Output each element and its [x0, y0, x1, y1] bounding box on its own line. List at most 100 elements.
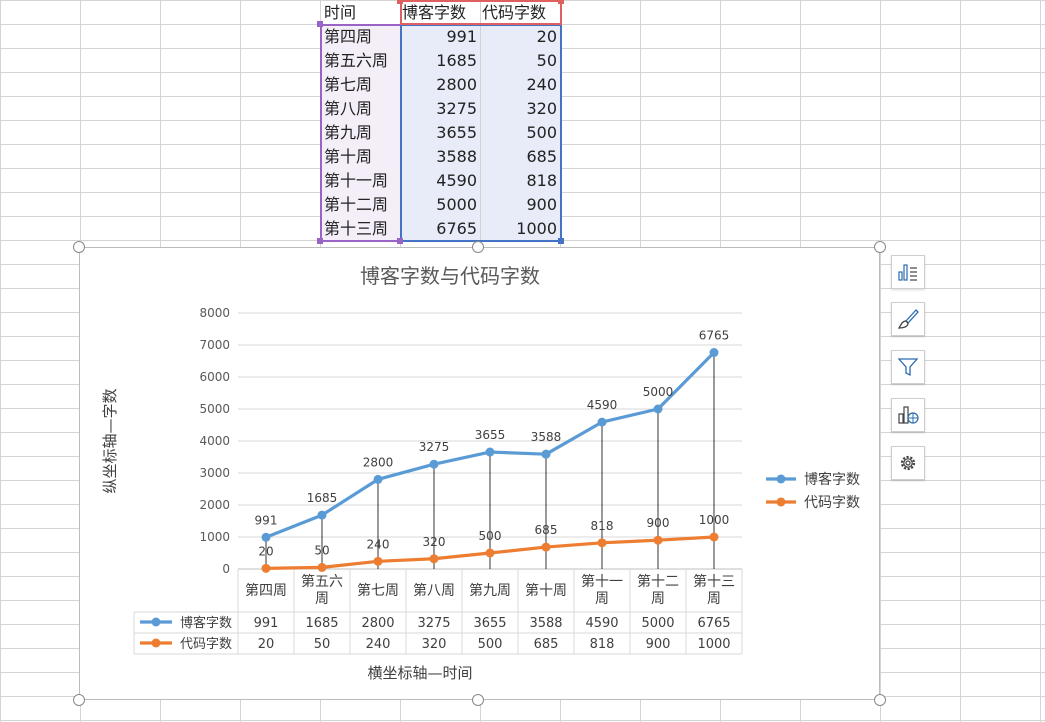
header-cell-blog[interactable]: 博客字数: [402, 3, 467, 22]
data-label: 1685: [307, 491, 338, 505]
y-axis-title: 纵坐标轴—字数: [101, 388, 119, 493]
data-point: [373, 474, 383, 484]
data-point: [317, 510, 327, 520]
week-cell[interactable]: 第十三周: [321, 217, 400, 241]
data-label: 2800: [363, 455, 394, 469]
filter-icon: [897, 358, 919, 377]
chart-title: 博客字数与代码字数: [360, 264, 540, 288]
blog-count-cell[interactable]: 6765: [401, 217, 480, 241]
code-count-cell[interactable]: 500: [481, 121, 560, 145]
table-series-name: 代码字数: [180, 637, 232, 652]
y-tick-label: 6000: [199, 370, 230, 384]
code-count-cell[interactable]: 320: [481, 97, 560, 121]
x-tick-label: 周: [707, 591, 721, 607]
data-label: 3655: [475, 428, 506, 442]
data-point: [541, 542, 551, 552]
data-point: [261, 563, 271, 573]
week-cell[interactable]: 第七周: [321, 73, 400, 97]
code-count-cell[interactable]: 50: [481, 49, 560, 73]
x-tick-label: 第十二: [637, 573, 679, 590]
x-tick-label: 周: [651, 591, 665, 607]
code-count-cell[interactable]: 900: [481, 193, 560, 217]
x-tick-label: 第十周: [525, 582, 567, 599]
header-cell-time[interactable]: 时间: [324, 3, 357, 22]
blog-count-cell[interactable]: 5000: [401, 193, 480, 217]
table-value: 6765: [697, 616, 730, 631]
blog-count-cell[interactable]: 3588: [401, 145, 480, 169]
range-handle[interactable]: [397, 238, 403, 244]
data-label: 6765: [699, 329, 730, 343]
chart-elements-button[interactable]: [891, 255, 925, 289]
resize-handle[interactable]: [472, 241, 484, 253]
y-tick-label: 7000: [199, 338, 230, 352]
range-handle[interactable]: [397, 0, 403, 4]
x-tick-label: 第四周: [245, 582, 287, 599]
week-cell[interactable]: 第十周: [321, 145, 400, 169]
table-value: 50: [314, 637, 331, 652]
table-value: 4590: [585, 616, 618, 631]
week-cell[interactable]: 第十一周: [321, 169, 400, 193]
table-value: 685: [534, 637, 559, 652]
week-cell[interactable]: 第四周: [321, 25, 400, 49]
range-handle[interactable]: [558, 0, 564, 4]
data-point: [597, 417, 607, 427]
y-tick-label: 4000: [199, 434, 230, 448]
blog-count-cell[interactable]: 2800: [401, 73, 480, 97]
legend-marker: [776, 474, 786, 484]
table-value: 500: [478, 637, 503, 652]
blog-count-cell[interactable]: 4590: [401, 169, 480, 193]
data-point: [429, 459, 439, 469]
x-tick-label: 第十三: [693, 573, 735, 590]
week-cell[interactable]: 第八周: [321, 97, 400, 121]
code-count-cell[interactable]: 818: [481, 169, 560, 193]
data-label: 1000: [699, 513, 730, 527]
x-tick-label: 第八周: [413, 582, 455, 599]
table-value: 2800: [361, 616, 394, 631]
data-point: [709, 348, 719, 358]
week-cell[interactable]: 第十二周: [321, 193, 400, 217]
y-tick-label: 0: [222, 562, 230, 576]
blog-count-cell[interactable]: 3655: [401, 121, 480, 145]
header-cell-code[interactable]: 代码字数: [482, 3, 547, 22]
code-count-cell[interactable]: 1000: [481, 217, 560, 241]
range-handle[interactable]: [317, 238, 323, 244]
brush-icon: [897, 309, 919, 329]
table-value: 3655: [473, 616, 506, 631]
data-label: 240: [367, 537, 390, 551]
blog-count-cell[interactable]: 3275: [401, 97, 480, 121]
data-point: [317, 562, 327, 572]
week-cell[interactable]: 第九周: [321, 121, 400, 145]
week-cell[interactable]: 第五六周: [321, 49, 400, 73]
table-value: 320: [422, 637, 447, 652]
data-label: 20: [258, 544, 273, 558]
data-point: [653, 404, 663, 414]
resize-handle[interactable]: [874, 694, 886, 706]
chart-type-button[interactable]: [891, 398, 925, 432]
chart-elements-icon: [898, 264, 917, 281]
chart-filter-button[interactable]: [891, 350, 925, 384]
chart-area[interactable]: 博客字数与代码字数 0 1000 2000 3000 4000 5000 6000 7000 80…: [79, 247, 880, 700]
blog-count-cell[interactable]: 1685: [401, 49, 480, 73]
data-point: [541, 449, 551, 459]
resize-handle[interactable]: [73, 241, 85, 253]
table-value: 240: [366, 637, 391, 652]
resize-handle[interactable]: [874, 241, 886, 253]
line-chart: 博客字数与代码字数 0 1000 2000 3000 4000 5000 6000 7000 80…: [101, 264, 860, 682]
resize-handle[interactable]: [472, 694, 484, 706]
code-count-cell[interactable]: 685: [481, 145, 560, 169]
data-label: 3275: [419, 440, 450, 454]
resize-handle[interactable]: [73, 694, 85, 706]
data-label: 5000: [643, 385, 674, 399]
blog-count-cell[interactable]: 991: [401, 25, 480, 49]
data-point: [429, 554, 439, 564]
range-handle[interactable]: [317, 21, 323, 27]
table-value: 3588: [529, 616, 562, 631]
chart-style-button[interactable]: [891, 302, 925, 336]
data-point: [709, 532, 719, 542]
table-value: 5000: [641, 616, 674, 631]
chart-settings-button[interactable]: [891, 446, 925, 480]
data-label: 818: [591, 519, 614, 533]
code-count-cell[interactable]: 240: [481, 73, 560, 97]
range-handle[interactable]: [558, 238, 564, 244]
code-count-cell[interactable]: 20: [481, 25, 560, 49]
